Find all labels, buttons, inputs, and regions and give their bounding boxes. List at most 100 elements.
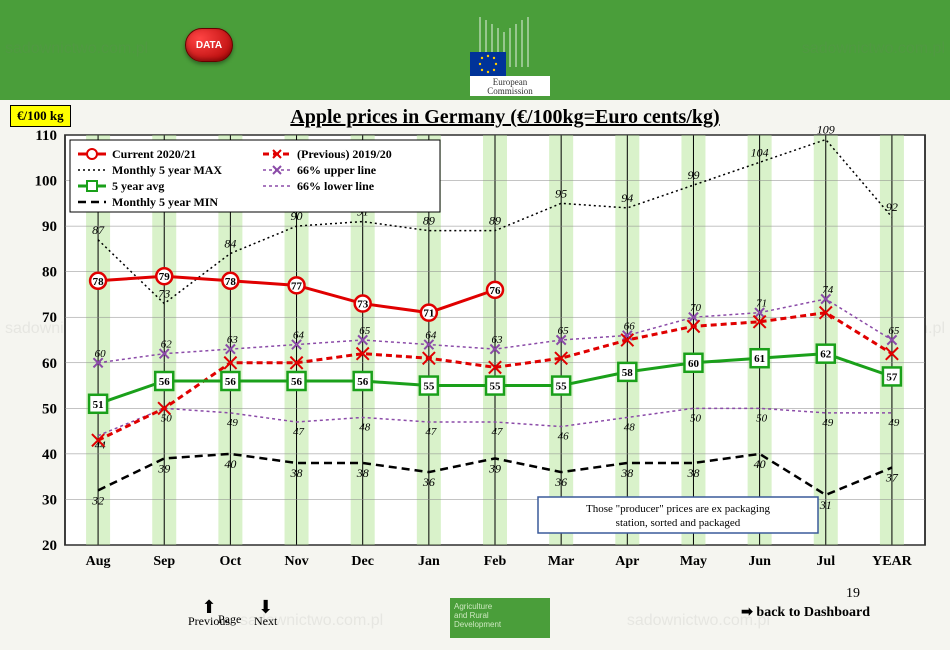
svg-text:Mar: Mar <box>548 554 574 569</box>
chart-container: €/100 kg 2030405060708090100110AugSepOct… <box>10 105 940 585</box>
svg-text:56: 56 <box>159 376 171 388</box>
svg-text:Commission: Commission <box>487 86 533 96</box>
svg-text:Dec: Dec <box>351 554 374 569</box>
svg-text:71: 71 <box>423 308 434 320</box>
svg-text:100: 100 <box>35 174 58 190</box>
agriculture-badge: Agricultureand RuralDevelopment <box>450 598 550 638</box>
svg-text:40: 40 <box>754 457 766 471</box>
svg-text:50: 50 <box>42 401 57 417</box>
svg-text:20: 20 <box>42 538 57 554</box>
svg-text:63: 63 <box>492 334 504 346</box>
next-page-button[interactable]: ⬇ Next <box>254 600 277 629</box>
svg-text:79: 79 <box>159 271 171 283</box>
svg-text:38: 38 <box>620 466 633 480</box>
svg-text:78: 78 <box>225 276 237 288</box>
svg-text:48: 48 <box>359 421 371 433</box>
svg-text:Sep: Sep <box>153 554 175 569</box>
svg-text:Jan: Jan <box>418 554 440 569</box>
svg-text:Oct: Oct <box>220 554 242 569</box>
svg-text:49: 49 <box>227 417 239 429</box>
svg-text:84: 84 <box>224 236 236 250</box>
svg-text:Current 2020/21: Current 2020/21 <box>112 147 196 161</box>
svg-text:71: 71 <box>756 298 767 310</box>
svg-text:70: 70 <box>42 310 57 326</box>
svg-text:66% lower line: 66% lower line <box>297 179 375 193</box>
svg-text:Apple prices in Germany (€/100: Apple prices in Germany (€/100kg=Euro ce… <box>290 106 719 128</box>
svg-text:63: 63 <box>227 334 239 346</box>
svg-text:5 year avg: 5 year avg <box>112 179 164 193</box>
svg-text:64: 64 <box>293 330 305 342</box>
svg-text:49: 49 <box>822 417 834 429</box>
svg-text:94: 94 <box>621 191 633 205</box>
svg-text:Jun: Jun <box>748 554 771 569</box>
svg-text:65: 65 <box>558 325 570 337</box>
svg-text:66: 66 <box>624 320 636 332</box>
svg-text:38: 38 <box>686 466 699 480</box>
svg-text:92: 92 <box>886 200 898 214</box>
european-commission-logo: European Commission <box>440 12 580 100</box>
svg-text:109: 109 <box>817 123 835 137</box>
svg-text:(Previous) 2019/20: (Previous) 2019/20 <box>297 147 392 161</box>
data-badge-button[interactable]: DATA <box>185 28 233 62</box>
svg-text:99: 99 <box>687 168 699 182</box>
svg-text:Monthly 5 year MIN: Monthly 5 year MIN <box>112 195 218 209</box>
svg-text:Jul: Jul <box>816 554 835 569</box>
svg-text:76: 76 <box>490 285 502 297</box>
svg-text:36: 36 <box>422 475 435 489</box>
svg-text:56: 56 <box>291 376 303 388</box>
svg-text:55: 55 <box>556 381 568 393</box>
svg-text:51: 51 <box>93 399 104 411</box>
svg-text:70: 70 <box>690 302 702 314</box>
yaxis-unit-badge: €/100 kg <box>10 105 71 127</box>
svg-text:60: 60 <box>688 358 700 370</box>
price-chart: 2030405060708090100110AugSepOctNovDecJan… <box>10 105 940 585</box>
svg-text:73: 73 <box>158 287 170 301</box>
svg-text:31: 31 <box>819 498 832 512</box>
svg-text:89: 89 <box>489 214 501 228</box>
svg-text:48: 48 <box>624 421 636 433</box>
svg-text:78: 78 <box>93 276 105 288</box>
svg-text:90: 90 <box>42 219 57 235</box>
svg-text:40: 40 <box>42 447 57 463</box>
svg-text:Monthly 5 year MAX: Monthly 5 year MAX <box>112 163 222 177</box>
svg-text:40: 40 <box>224 457 236 471</box>
svg-text:60: 60 <box>95 348 107 360</box>
svg-text:Feb: Feb <box>484 554 507 569</box>
svg-text:38: 38 <box>356 466 369 480</box>
svg-text:32: 32 <box>91 493 104 507</box>
svg-text:104: 104 <box>751 145 769 159</box>
svg-text:39: 39 <box>157 461 170 475</box>
svg-text:62: 62 <box>161 339 173 351</box>
svg-text:55: 55 <box>490 381 502 393</box>
back-to-dashboard-button[interactable]: ➡ back to Dashboard <box>741 604 870 621</box>
svg-text:87: 87 <box>92 223 105 237</box>
svg-text:50: 50 <box>756 412 768 424</box>
svg-text:56: 56 <box>225 376 237 388</box>
back-label: back to Dashboard <box>756 605 870 620</box>
svg-text:64: 64 <box>425 330 437 342</box>
svg-text:47: 47 <box>425 426 437 438</box>
svg-text:57: 57 <box>886 371 898 383</box>
svg-text:80: 80 <box>42 265 57 281</box>
svg-text:46: 46 <box>558 431 570 443</box>
svg-text:110: 110 <box>35 128 57 144</box>
svg-text:Those "producer" prices are ex: Those "producer" prices are ex packaging <box>586 503 770 515</box>
svg-text:77: 77 <box>291 280 303 292</box>
svg-text:49: 49 <box>888 417 900 429</box>
svg-text:39: 39 <box>488 461 501 475</box>
page-label: Page <box>218 612 241 627</box>
svg-text:Aug: Aug <box>86 554 111 569</box>
arrow-down-icon: ⬇ <box>254 600 277 614</box>
svg-text:station, sorted and packaged: station, sorted and packaged <box>616 517 741 529</box>
next-label: Next <box>254 614 277 629</box>
svg-text:65: 65 <box>359 325 371 337</box>
svg-text:65: 65 <box>888 325 900 337</box>
svg-text:55: 55 <box>423 381 435 393</box>
svg-text:37: 37 <box>885 471 899 485</box>
svg-text:38: 38 <box>290 466 303 480</box>
svg-text:36: 36 <box>554 475 567 489</box>
svg-text:47: 47 <box>293 426 305 438</box>
footer-bar: ⬆ Previous Page ⬇ Next Agricultureand Ru… <box>0 590 950 650</box>
svg-text:61: 61 <box>754 353 765 365</box>
svg-text:Apr: Apr <box>615 554 639 569</box>
